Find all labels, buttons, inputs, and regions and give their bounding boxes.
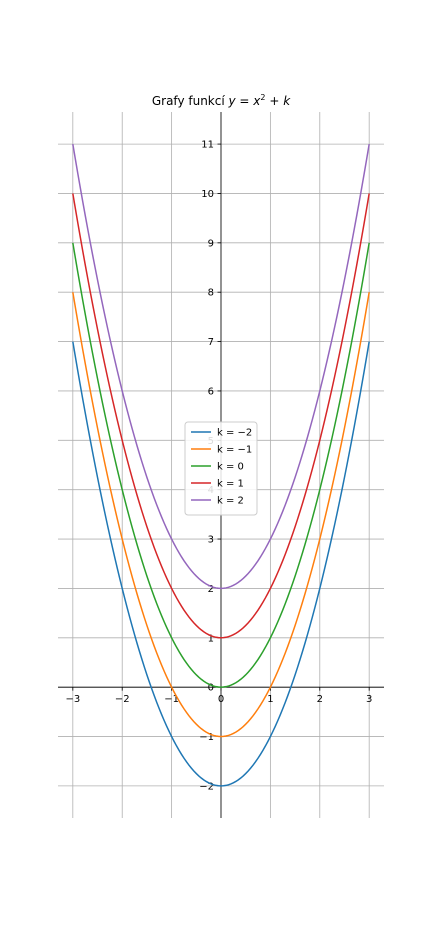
y-tick-label: 9 [208,238,214,249]
x-tick-label: −2 [115,694,130,705]
y-tick-label: 10 [201,189,214,200]
legend-label: k = −2 [217,428,252,439]
x-tick-label: 1 [267,694,273,705]
x-tick-label: 2 [317,694,323,705]
legend-label: k = 0 [217,462,244,473]
legend-label: k = 1 [217,479,244,490]
legend: k = −2 k = −1 k = 0 k = 1 k = 2 [185,422,257,515]
x-tick-label: 0 [218,694,224,705]
y-tick-label: 7 [208,337,214,348]
chart-title: Grafy funkcí y = x2 + k [152,93,291,108]
y-tick-label: 8 [208,288,214,299]
y-tick-label: −1 [199,732,214,743]
x-tick-label: −3 [65,694,80,705]
legend-label: k = 2 [217,496,244,507]
legend-label: k = −1 [217,445,252,456]
y-tick-label: 11 [201,140,214,151]
x-tick-label: 3 [366,694,372,705]
y-tick-label: 6 [208,386,214,397]
y-tick-label: −2 [199,781,214,792]
y-tick-label: 3 [208,535,214,546]
